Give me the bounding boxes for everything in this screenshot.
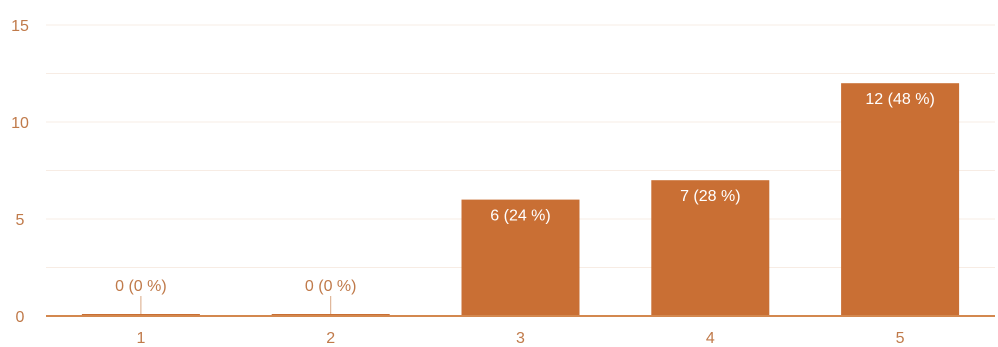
bar-data-label: 6 (24 %) (490, 208, 550, 225)
x-tick-label: 3 (516, 330, 525, 347)
x-tick-label: 5 (896, 330, 905, 347)
y-tick-label: 5 (16, 212, 25, 229)
bar (651, 180, 770, 316)
data-labels: 0 (0 %) 0 (0 %) 6 (24 %) 7 (28 %) 12 (48 %) (115, 91, 935, 314)
gridlines (46, 24, 995, 268)
bar (461, 199, 580, 316)
bar-data-label: 0 (0 %) (115, 278, 167, 295)
axes: 0 5 10 15 1 2 3 4 5 (11, 18, 995, 347)
y-tick-label: 0 (16, 309, 25, 326)
bar-data-label: 7 (28 %) (680, 188, 740, 205)
bar-data-label: 12 (48 %) (865, 91, 934, 108)
bars (81, 83, 960, 316)
x-tick-label: 4 (706, 330, 715, 347)
bar-data-label: 0 (0 %) (305, 278, 357, 295)
x-tick-label: 1 (136, 330, 145, 347)
x-tick-label: 2 (326, 330, 335, 347)
bar (841, 83, 960, 316)
y-tick-label: 15 (11, 18, 29, 35)
y-tick-label: 10 (11, 115, 29, 132)
